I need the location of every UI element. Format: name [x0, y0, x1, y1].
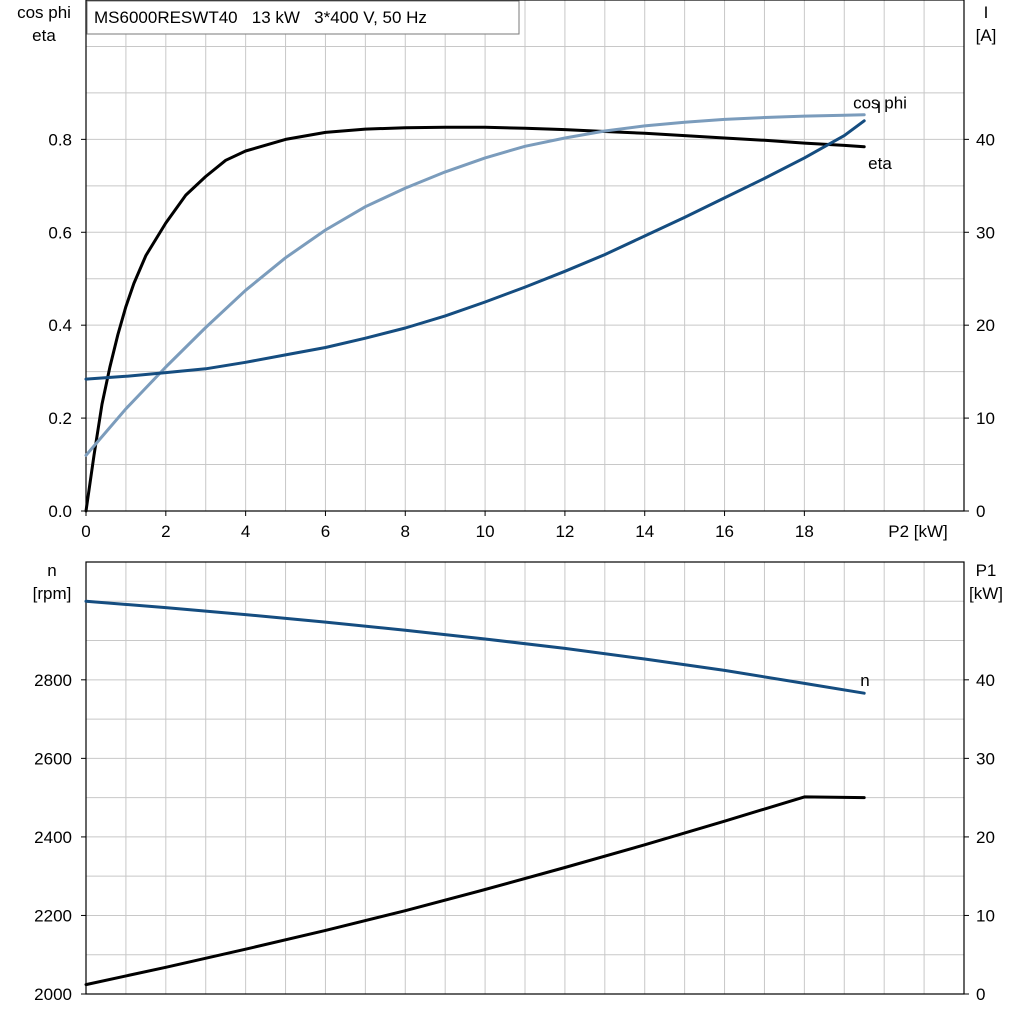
series-line-p1	[84, 795, 866, 987]
y-tick-label-right: 20	[976, 828, 995, 847]
title-text: MS6000RESWT40 13 kW 3*400 V, 50 Hz	[94, 8, 427, 27]
title-box	[86, 0, 520, 35]
y-tick-label-right: 30	[976, 749, 995, 768]
x-tick-label: 18	[795, 522, 814, 541]
x-tick-label: 12	[555, 522, 574, 541]
y-tick-label-left: 0.4	[48, 316, 72, 335]
series-label-n: n	[860, 671, 869, 690]
series-line-n	[84, 599, 866, 695]
series-line-eta	[84, 125, 866, 513]
y-tick-label-left: 2400	[34, 828, 72, 847]
y-axis-label-right: P1	[976, 561, 997, 580]
y-tick-label-left: 2200	[34, 906, 72, 925]
plot-frame	[85, 0, 965, 512]
x-tick-label: 10	[476, 522, 495, 541]
y-tick-label-right: 40	[976, 671, 995, 690]
y-tick-label-left: 0.8	[48, 130, 72, 149]
x-tick-label: 6	[321, 522, 330, 541]
y-tick-label-left: 0.0	[48, 502, 72, 521]
x-tick-label: 4	[241, 522, 250, 541]
y-tick-label-left: 2800	[34, 671, 72, 690]
y-axis-label-right: [A]	[976, 26, 997, 45]
y-tick-label-right: 0	[976, 985, 985, 1004]
x-tick-label: 2	[161, 522, 170, 541]
grid	[86, 0, 964, 511]
y-tick-label-left: 0.6	[48, 223, 72, 242]
plot-frame	[85, 561, 965, 995]
series-line-I	[84, 119, 866, 381]
speed-power-panel: 2000 2200 2400 2600 2800 0 10 20 30 40 n [rpm] P1 [kW…	[33, 561, 1003, 1004]
x-tick-label: 0	[81, 522, 90, 541]
chart-title: MS6000RESWT40 13 kW 3*400 V, 50 Hz	[86, 0, 520, 35]
y-tick-label-right: 10	[976, 409, 995, 428]
y-tick-label-right: 30	[976, 223, 995, 242]
y-tick-label-right: 0	[976, 502, 985, 521]
y-tick-label-right: 20	[976, 316, 995, 335]
x-tick-label: 14	[635, 522, 654, 541]
series-label-eta: eta	[868, 154, 892, 173]
series-line-cos-phi	[84, 113, 866, 457]
x-tick-label: 8	[401, 522, 410, 541]
series-label-i: I	[877, 98, 882, 117]
y-axis-label-left: [rpm]	[33, 584, 72, 603]
y-tick-label-right: 10	[976, 906, 995, 925]
y-axis-label-right: [kW]	[969, 584, 1003, 603]
x-axis-label: P2 [kW]	[888, 522, 948, 541]
grid	[86, 562, 964, 994]
efficiency-current-panel: 0.0 0.2 0.4 0.6 0.8 0 10 20 30 40 cos phi eta I [A] 0 2…	[17, 0, 996, 541]
y-axis-label-right: I	[984, 3, 989, 22]
y-axis-label-left: cos phi	[17, 3, 71, 22]
y-tick-label-right: 40	[976, 130, 995, 149]
y-tick-label-left: 0.2	[48, 409, 72, 428]
x-tick-label: 16	[715, 522, 734, 541]
y-axis-label-left: eta	[32, 26, 56, 45]
y-axis-label-left: n	[47, 561, 56, 580]
series-label-cos-phi: cos phi	[853, 94, 907, 113]
y-tick-label-left: 2600	[34, 749, 72, 768]
y-tick-label-left: 2000	[34, 985, 72, 1004]
